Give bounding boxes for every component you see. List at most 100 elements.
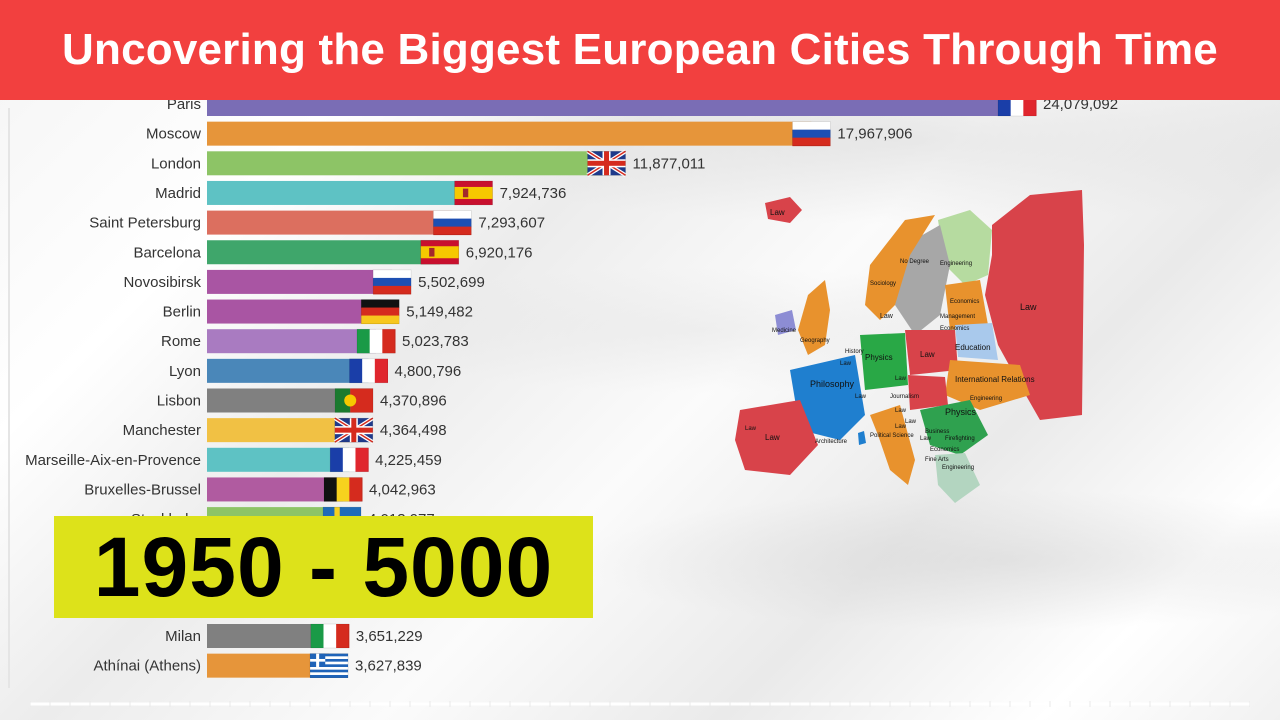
map-region-iceland (765, 197, 802, 223)
flag-icon (454, 180, 493, 206)
value-label: 24,079,092 (1043, 96, 1118, 113)
value-label: 3,627,839 (355, 658, 422, 675)
map-region-central (908, 375, 948, 410)
category-label: Milan (165, 628, 201, 645)
map-label: Economics (950, 299, 979, 305)
timeline-ticks (30, 701, 1250, 707)
map-label: Law (920, 436, 932, 442)
bar-row-ath-nai-athens-: Athínai (Athens) 3,627,839 (93, 653, 422, 678)
map-label: Law (895, 424, 907, 430)
map-label: Journalism (890, 394, 919, 400)
map-label: Engineering (940, 261, 972, 267)
category-label: Lisbon (157, 393, 201, 410)
bar (207, 388, 355, 413)
map-region-corsica (858, 431, 866, 445)
map-label: Geography (800, 338, 830, 344)
map-label: Management (940, 314, 975, 320)
bar (207, 299, 381, 324)
map-label: Political Science (870, 433, 914, 439)
bar-row-madrid: Madrid 7,924,736 (155, 180, 567, 206)
map-label: Law (1020, 302, 1037, 312)
bar-row-milan: Milan 3,651,229 (165, 623, 423, 649)
flag-icon (433, 210, 472, 236)
bar (207, 240, 440, 265)
bar (207, 477, 344, 502)
flag-icon (360, 299, 400, 325)
bar (207, 329, 376, 354)
category-label: Manchester (123, 422, 201, 439)
value-label: 4,225,459 (375, 452, 442, 469)
map-label: Law (855, 394, 867, 400)
bar (207, 151, 607, 176)
flag-icon (586, 149, 627, 177)
map-region-russia (985, 190, 1084, 420)
bar (207, 447, 350, 472)
bar (207, 624, 330, 648)
year-range-badge: 1950 - 5000 (54, 516, 593, 618)
bar (207, 269, 393, 294)
map-region-poland (905, 330, 958, 375)
map-label: Fine Arts (925, 457, 949, 463)
bar-row-rome: Rome 5,023,783 (161, 328, 469, 354)
category-label: Rome (161, 333, 201, 350)
value-label: 5,149,482 (406, 304, 473, 321)
flag-icon (309, 653, 349, 678)
flag-icon (323, 477, 363, 502)
map-region-greece (935, 453, 980, 503)
map-label: Engineering (942, 465, 974, 471)
flag-icon (372, 269, 412, 295)
map-label: History (845, 349, 864, 355)
value-label: 4,042,963 (369, 481, 436, 498)
value-label: 7,293,607 (478, 215, 545, 232)
flag-icon (310, 623, 350, 649)
category-label: Madrid (155, 185, 201, 202)
map-region-balkans (920, 400, 988, 455)
category-label: Berlin (163, 304, 201, 321)
map-label: International Relations (955, 375, 1035, 384)
category-label: Bruxelles-Brussel (84, 481, 201, 498)
map-label: Business (925, 429, 949, 435)
banner-title: Uncovering the Biggest European Cities T… (62, 25, 1218, 74)
bar (207, 121, 812, 146)
map-label: Engineering (970, 396, 1002, 402)
flag-icon (792, 121, 831, 147)
map-label: Law (895, 408, 907, 414)
category-label: Marseille-Aix-en-Provence (25, 452, 201, 469)
map-label: Philosophy (810, 379, 855, 389)
value-label: 4,800,796 (394, 363, 461, 380)
value-label: 11,877,011 (633, 155, 706, 172)
flag-icon (334, 388, 374, 413)
map-region-italy (870, 405, 915, 485)
value-label: 6,920,176 (466, 244, 533, 261)
bar-row-berlin: Berlin 5,149,482 (163, 299, 473, 325)
value-label: 4,370,896 (380, 393, 447, 410)
map-label: Law (905, 419, 917, 425)
map-label: Economics (930, 447, 959, 453)
bar-row-marseille-aix-en-provence: Marseille-Aix-en-Provence 4,225,459 (25, 447, 442, 473)
category-label: Athínai (Athens) (93, 658, 201, 675)
map-label: Physics (945, 407, 977, 417)
category-label: Paris (167, 96, 201, 113)
flag-icon (356, 328, 396, 354)
bar-row-lisbon: Lisbon 4,370,896 (157, 388, 447, 413)
flag-icon (329, 447, 369, 473)
map-region-finland (938, 210, 992, 285)
map-region-germany (860, 333, 908, 390)
category-label: Novosibirsk (123, 274, 201, 291)
map-label: Education (955, 343, 991, 352)
value-label: 7,924,736 (500, 185, 567, 202)
flag-icon (349, 358, 388, 384)
category-label: Barcelona (133, 244, 201, 261)
map-label: No Degree (900, 259, 930, 265)
map-region-ukraine (945, 360, 1030, 410)
value-label: 5,502,699 (418, 274, 485, 291)
map-region-ireland (775, 310, 796, 335)
map-label: Law (770, 208, 785, 217)
map-region-norway (865, 215, 935, 320)
map-label: Law (765, 433, 780, 442)
bar-row-saint-petersburg: Saint Petersburg 7,293,607 (89, 210, 545, 236)
bar (207, 653, 330, 678)
map-label: Firefighting (945, 436, 975, 442)
bar (207, 210, 453, 235)
